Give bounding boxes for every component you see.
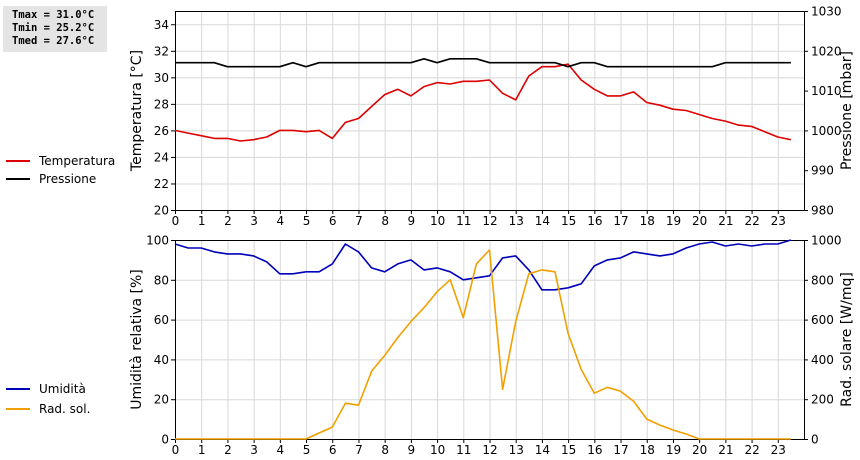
x-tick-label: 10 (430, 214, 445, 228)
x-tick-label: 7 (355, 214, 363, 228)
y2-tick-label: 1000 (811, 234, 842, 248)
x-tick-label: 4 (277, 214, 285, 228)
x-tick-label: 19 (666, 214, 681, 228)
stat-tmax: Tmax = 31.0°C (12, 9, 95, 21)
x-tick-label: 2 (224, 443, 232, 457)
x-tick-label: 6 (329, 214, 337, 228)
x-tick-label: 0 (172, 443, 180, 457)
y-axis-label: Umidità relativa [%] (129, 269, 145, 410)
y2-tick-label: 400 (811, 353, 834, 367)
x-tick-label: 5 (303, 214, 311, 228)
x-tick-label: 22 (744, 214, 759, 228)
x-tick-label: 19 (666, 443, 681, 457)
y2-tick-label: 990 (811, 164, 834, 178)
y2-tick-label: 800 (811, 273, 834, 287)
x-tick-label: 0 (172, 214, 180, 228)
x-tick-label: 11 (456, 214, 471, 228)
y-tick-label: 26 (154, 124, 169, 138)
x-tick-label: 1 (198, 214, 206, 228)
legend-label: Rad. sol. (39, 402, 90, 416)
x-tick-label: 12 (482, 443, 497, 457)
x-tick-label: 11 (456, 443, 471, 457)
y2-tick-label: 1030 (811, 5, 842, 19)
x-tick-label: 9 (408, 443, 416, 457)
x-tick-label: 1 (198, 443, 206, 457)
x-tick-label: 8 (381, 214, 389, 228)
y-tick-label: 60 (154, 313, 169, 327)
y-tick-label: 34 (154, 18, 169, 32)
stat-tmed: Tmed = 27.6°C (12, 35, 95, 48)
stats-box: Tmax = 31.0°C Tmin = 25.2°C Tmed = 27.6°… (3, 6, 107, 52)
x-tick-label: 13 (509, 214, 524, 228)
x-tick-label: 15 (561, 443, 576, 457)
y-tick-label: 28 (154, 97, 169, 111)
y2-tick-label: 600 (811, 313, 834, 327)
x-tick-label: 16 (587, 214, 602, 228)
legend-label: Temperatura (38, 154, 115, 168)
x-tick-label: 10 (430, 443, 445, 457)
stat-tmin: Tmin = 25.2°C (12, 22, 95, 35)
x-tick-label: 23 (771, 443, 786, 457)
x-tick-label: 4 (277, 443, 285, 457)
series-line-temperatura (174, 63, 792, 142)
x-tick-label: 9 (408, 214, 416, 228)
x-tick-label: 16 (587, 443, 602, 457)
y2-tick-label: 1000 (811, 124, 842, 138)
x-tick-label: 14 (535, 443, 550, 457)
x-tick-label: 23 (771, 214, 786, 228)
x-tick-label: 17 (613, 214, 628, 228)
x-tick-label: 3 (250, 214, 258, 228)
y2-tick-label: 0 (811, 433, 819, 447)
x-tick-label: 21 (718, 214, 733, 228)
y-tick-label: 32 (154, 44, 169, 58)
chart-1: 0 1 2 3 4 5 6 7 8 9 10 11 12 13 14 15 16 17 18 19 20 21 22 2320… (6, 5, 855, 228)
y2-axis-label: Pressione [mbar] (839, 51, 855, 170)
y-tick-label: 30 (154, 71, 169, 85)
x-tick-label: 13 (509, 443, 524, 457)
y-tick-label: 80 (154, 273, 169, 287)
series-line-rad-sol (175, 249, 791, 440)
x-tick-label: 8 (381, 443, 389, 457)
y-tick-label: 100 (146, 234, 169, 248)
x-tick-label: 20 (692, 214, 707, 228)
x-tick-label: 12 (482, 214, 497, 228)
x-tick-label: 18 (640, 443, 655, 457)
y-tick-label: 20 (154, 393, 169, 407)
legend-label: Umidità (39, 382, 86, 396)
chart-2: 0 1 2 3 4 5 6 7 8 9 10 11 12 13 14 15 16 17 18 19 20 21 22 2302… (6, 234, 855, 457)
y2-tick-label: 1020 (811, 44, 842, 58)
x-tick-label: 3 (250, 443, 258, 457)
y-tick-label: 0 (161, 433, 169, 447)
x-tick-label: 20 (692, 443, 707, 457)
y-tick-label: 24 (154, 150, 169, 164)
series-line-umidit (174, 239, 792, 291)
y2-axis-label: Rad. solare [W/mq] (839, 272, 855, 407)
x-tick-label: 17 (613, 443, 628, 457)
series-line-pressione (175, 57, 791, 68)
y2-tick-label: 200 (811, 393, 834, 407)
y2-tick-label: 980 (811, 204, 834, 218)
x-tick-label: 21 (718, 443, 733, 457)
x-tick-label: 7 (355, 443, 363, 457)
x-tick-label: 6 (329, 443, 337, 457)
x-tick-label: 22 (744, 443, 759, 457)
y2-tick-label: 1010 (811, 84, 842, 98)
x-tick-label: 2 (224, 214, 232, 228)
x-tick-label: 5 (303, 443, 311, 457)
x-tick-label: 18 (640, 214, 655, 228)
x-tick-label: 14 (535, 214, 550, 228)
x-tick-label: 15 (561, 214, 576, 228)
y-tick-label: 22 (154, 177, 169, 191)
y-tick-label: 40 (154, 353, 169, 367)
y-tick-label: 20 (154, 204, 169, 218)
legend-label: Pressione (39, 172, 96, 186)
y-axis-label: Temperatura [°C] (129, 50, 145, 172)
